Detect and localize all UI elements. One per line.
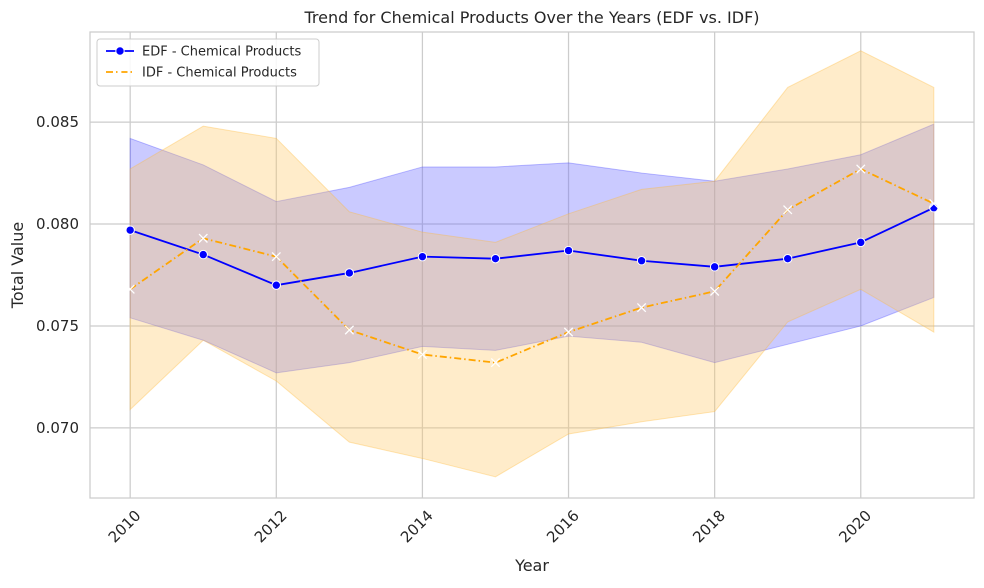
data-point-idf	[856, 164, 866, 174]
y-tick-label: 0.070	[36, 419, 79, 437]
data-point-idf	[563, 327, 574, 337]
data-point-edf	[271, 280, 281, 290]
legend-label: IDF - Chemical Products	[142, 66, 297, 81]
data-point-edf	[198, 249, 208, 260]
grid	[90, 32, 974, 498]
plot-background	[90, 32, 974, 498]
x-axis-label: Year	[514, 556, 549, 575]
legend-marker	[115, 46, 125, 56]
x-marker-stroke	[125, 284, 135, 294]
x-marker-stroke	[563, 327, 574, 337]
data-point-idf	[490, 357, 501, 368]
data-point-edf	[490, 253, 501, 264]
x-marker-stroke	[490, 357, 501, 368]
x-marker-stroke	[271, 251, 281, 262]
x-marker-stroke	[709, 286, 720, 296]
y-tick-label: 0.080	[36, 215, 79, 233]
data-point-idf	[344, 325, 355, 335]
legend-entries: EDF - Chemical Products IDF - Chemical Pr…	[106, 45, 301, 81]
data-point-idf	[929, 198, 939, 209]
series-lines	[125, 164, 939, 368]
series-line-idf	[129, 168, 935, 364]
confidence-band-edf	[129, 123, 935, 374]
data-point-edf	[856, 237, 866, 248]
series-line-edf	[129, 206, 935, 287]
x-marker-stroke	[856, 164, 866, 174]
data-point-idf	[198, 233, 208, 243]
legend-label: EDF - Chemical Products	[142, 45, 301, 60]
data-point-idf	[271, 251, 281, 262]
y-tick-label: 0.085	[36, 113, 79, 131]
chart-title: Trend for Chemical Products Over the Yea…	[303, 8, 759, 27]
x-marker-stroke	[929, 198, 939, 209]
data-point-idf	[709, 286, 720, 296]
data-point-edf	[125, 225, 135, 235]
data-point-edf	[417, 251, 428, 262]
legend: EDF - Chemical Products IDF - Chemical Pr…	[96, 38, 320, 87]
data-point-edf	[783, 253, 793, 264]
data-point-idf	[125, 284, 135, 294]
data-point-edf	[636, 256, 647, 266]
confidence-bands	[129, 50, 935, 478]
x-marker-stroke	[417, 349, 428, 360]
y-axis-label: Total Value	[8, 222, 27, 309]
data-point-edf	[929, 203, 939, 213]
legend-marker	[115, 67, 125, 77]
confidence-band-idf	[129, 50, 935, 478]
legend-box	[96, 38, 320, 87]
data-point-edf	[709, 262, 720, 272]
y-tick-label: 0.075	[36, 317, 79, 335]
data-point-edf	[344, 268, 355, 278]
plot-frame	[89, 31, 975, 499]
x-marker-stroke	[783, 205, 793, 215]
x-marker-stroke	[636, 302, 647, 313]
x-marker-stroke	[344, 325, 355, 335]
x-marker-stroke	[198, 233, 208, 243]
legend-entry-idf: IDF - Chemical Products	[106, 66, 297, 81]
data-point-idf	[417, 349, 428, 360]
data-point-edf	[563, 245, 574, 256]
data-point-idf	[783, 205, 793, 215]
data-point-idf	[636, 302, 647, 313]
legend-entry-edf: EDF - Chemical Products	[106, 45, 301, 60]
